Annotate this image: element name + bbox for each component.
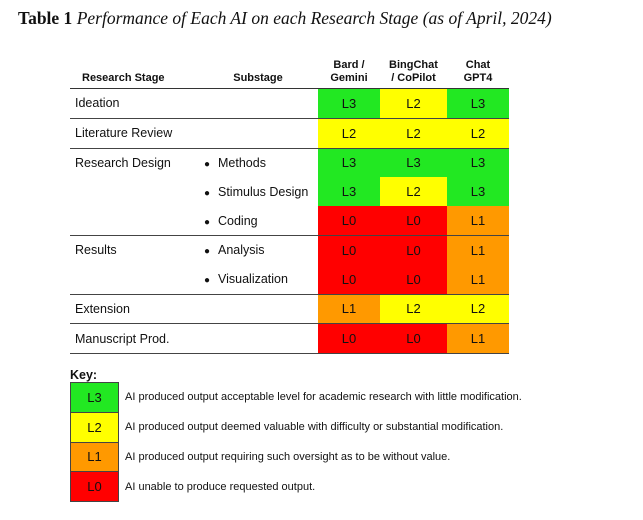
header-gpt-line1: Chat [465,59,491,71]
level-cell-bard-gemini: L3 [318,88,380,119]
substage-cell [198,88,318,119]
level-cell-chatgpt4: L1 [447,206,509,236]
key-row: L3 AI produced output acceptable level fo… [70,382,523,413]
level-cell-bingchat-copilot: L0 [380,206,447,236]
bullet-icon: ● [204,275,211,287]
key-description: AI unable to produce requested output. [125,480,316,493]
substage-cell: ● Methods [198,147,318,178]
level-cell-bingchat-copilot: L2 [380,88,447,119]
level-cell-chatgpt4: L2 [447,117,509,149]
substage-label: Stimulus Design [218,184,309,199]
key-swatch: L0 [70,471,119,503]
substage-cell [198,117,318,149]
key-body: L3 AI produced output acceptable level fo… [70,382,523,503]
level-cell-bard-gemini: L3 [318,147,380,178]
key-description: AI produced output requiring such oversi… [125,450,451,463]
key-swatch: L3 [70,382,119,413]
level-cell-bard-gemini: L0 [318,264,380,295]
research-stage-cell: Ideation [70,88,198,119]
header-bing-line2: / CoPilot [391,72,436,84]
level-cell-bard-gemini: L1 [318,293,380,324]
header-gpt-line2: GPT4 [463,72,493,84]
substage-cell: ● Visualization [198,265,318,294]
research-stage-cell: Extension [70,293,198,324]
bullet-icon: ● [204,158,211,170]
table-row: Research Design ● Methods L3 L3 L3 [70,147,509,178]
key-table: L3 AI produced output acceptable level fo… [70,382,523,503]
substage-cell: ● Coding [198,206,318,235]
research-stage-cell: Results [70,234,198,265]
header-research-stage: Research Stage [70,50,198,89]
research-stage-cell [70,206,198,235]
key-description: AI produced output deemed valuable with … [125,421,504,434]
table-row: Ideation L3 L2 L3 [70,88,509,119]
level-cell-bard-gemini: L0 [318,206,380,236]
level-cell-bingchat-copilot: L3 [380,147,447,178]
substage-cell [198,323,318,355]
table-row: ● Stimulus Design L3 L2 L3 [70,177,509,207]
substage-label: Coding [218,213,258,228]
header-substage: Substage [198,50,318,89]
substage-cell: ● Stimulus Design [198,177,318,206]
level-cell-bingchat-copilot: L0 [380,323,447,355]
key-description: AI produced output acceptable level for … [125,391,522,404]
research-stage-cell: Research Design [70,147,198,178]
level-cell-chatgpt4: L3 [447,88,509,119]
level-cell-chatgpt4: L2 [447,293,509,324]
level-cell-bingchat-copilot: L2 [380,293,447,324]
caption-title: Performance of Each AI on each Research … [76,8,552,28]
level-cell-chatgpt4: L1 [447,234,509,265]
key-swatch: L1 [70,441,119,473]
key-title: Key: [70,368,98,382]
substage-label: Methods [218,155,266,170]
level-cell-bard-gemini: L0 [318,234,380,265]
bullet-icon: ● [204,246,211,258]
header-chatgpt4: Chat GPT4 [447,50,509,89]
table-body: Ideation L3 L2 L3 Literature Review L2 L2 L2 Res… [70,88,509,355]
research-stage-cell [70,177,198,206]
key-row: L0 AI unable to produce requested output. [70,471,523,503]
table-row: Manuscript Prod. L0 L0 L1 [70,323,509,355]
level-cell-chatgpt4: L1 [447,264,509,295]
level-cell-bard-gemini: L2 [318,117,380,149]
table-row: ● Coding L0 L0 L1 [70,206,509,236]
level-cell-bingchat-copilot: L0 [380,234,447,265]
level-cell-bingchat-copilot: L2 [380,177,447,207]
level-cell-bingchat-copilot: L2 [380,117,447,149]
research-stage-cell [70,265,198,294]
header-bard-line1: Bard / [333,59,365,71]
bullet-icon: ● [204,187,211,199]
research-stage-cell: Manuscript Prod. [70,323,198,355]
level-cell-chatgpt4: L3 [447,177,509,207]
substage-label: Visualization [218,272,288,287]
header-row: Research Stage Substage Bard / Gemini Bin… [70,50,509,89]
substage-cell [198,293,318,324]
performance-table: Research Stage Substage Bard / Gemini Bin… [70,50,509,355]
header-bard-line2: Gemini [330,72,368,84]
substage-label: Analysis [218,243,265,258]
level-cell-bard-gemini: L0 [318,323,380,355]
caption-label: Table 1 [18,8,73,28]
level-cell-chatgpt4: L1 [447,323,509,355]
table-row: ● Visualization L0 L0 L1 [70,264,509,295]
key-row: L1 AI produced output requiring such over… [70,441,523,473]
key-row: L2 AI produced output deemed valuable wit… [70,411,523,443]
header-bing-line1: BingChat [389,59,438,71]
level-cell-chatgpt4: L3 [447,147,509,178]
table-row: Extension L1 L2 L2 [70,293,509,324]
table-row: Literature Review L2 L2 L2 [70,117,509,149]
key-swatch: L2 [70,411,119,443]
bullet-icon: ● [204,216,211,228]
research-stage-cell: Literature Review [70,117,198,149]
substage-cell: ● Analysis [198,234,318,265]
table-row: Results ● Analysis L0 L0 L1 [70,234,509,265]
header-bard-gemini: Bard / Gemini [318,50,380,89]
level-cell-bard-gemini: L3 [318,177,380,207]
level-cell-bingchat-copilot: L0 [380,264,447,295]
header-bingchat-copilot: BingChat / CoPilot [380,50,447,89]
table-caption: Table 1 Performance of Each AI on each R… [18,8,628,29]
